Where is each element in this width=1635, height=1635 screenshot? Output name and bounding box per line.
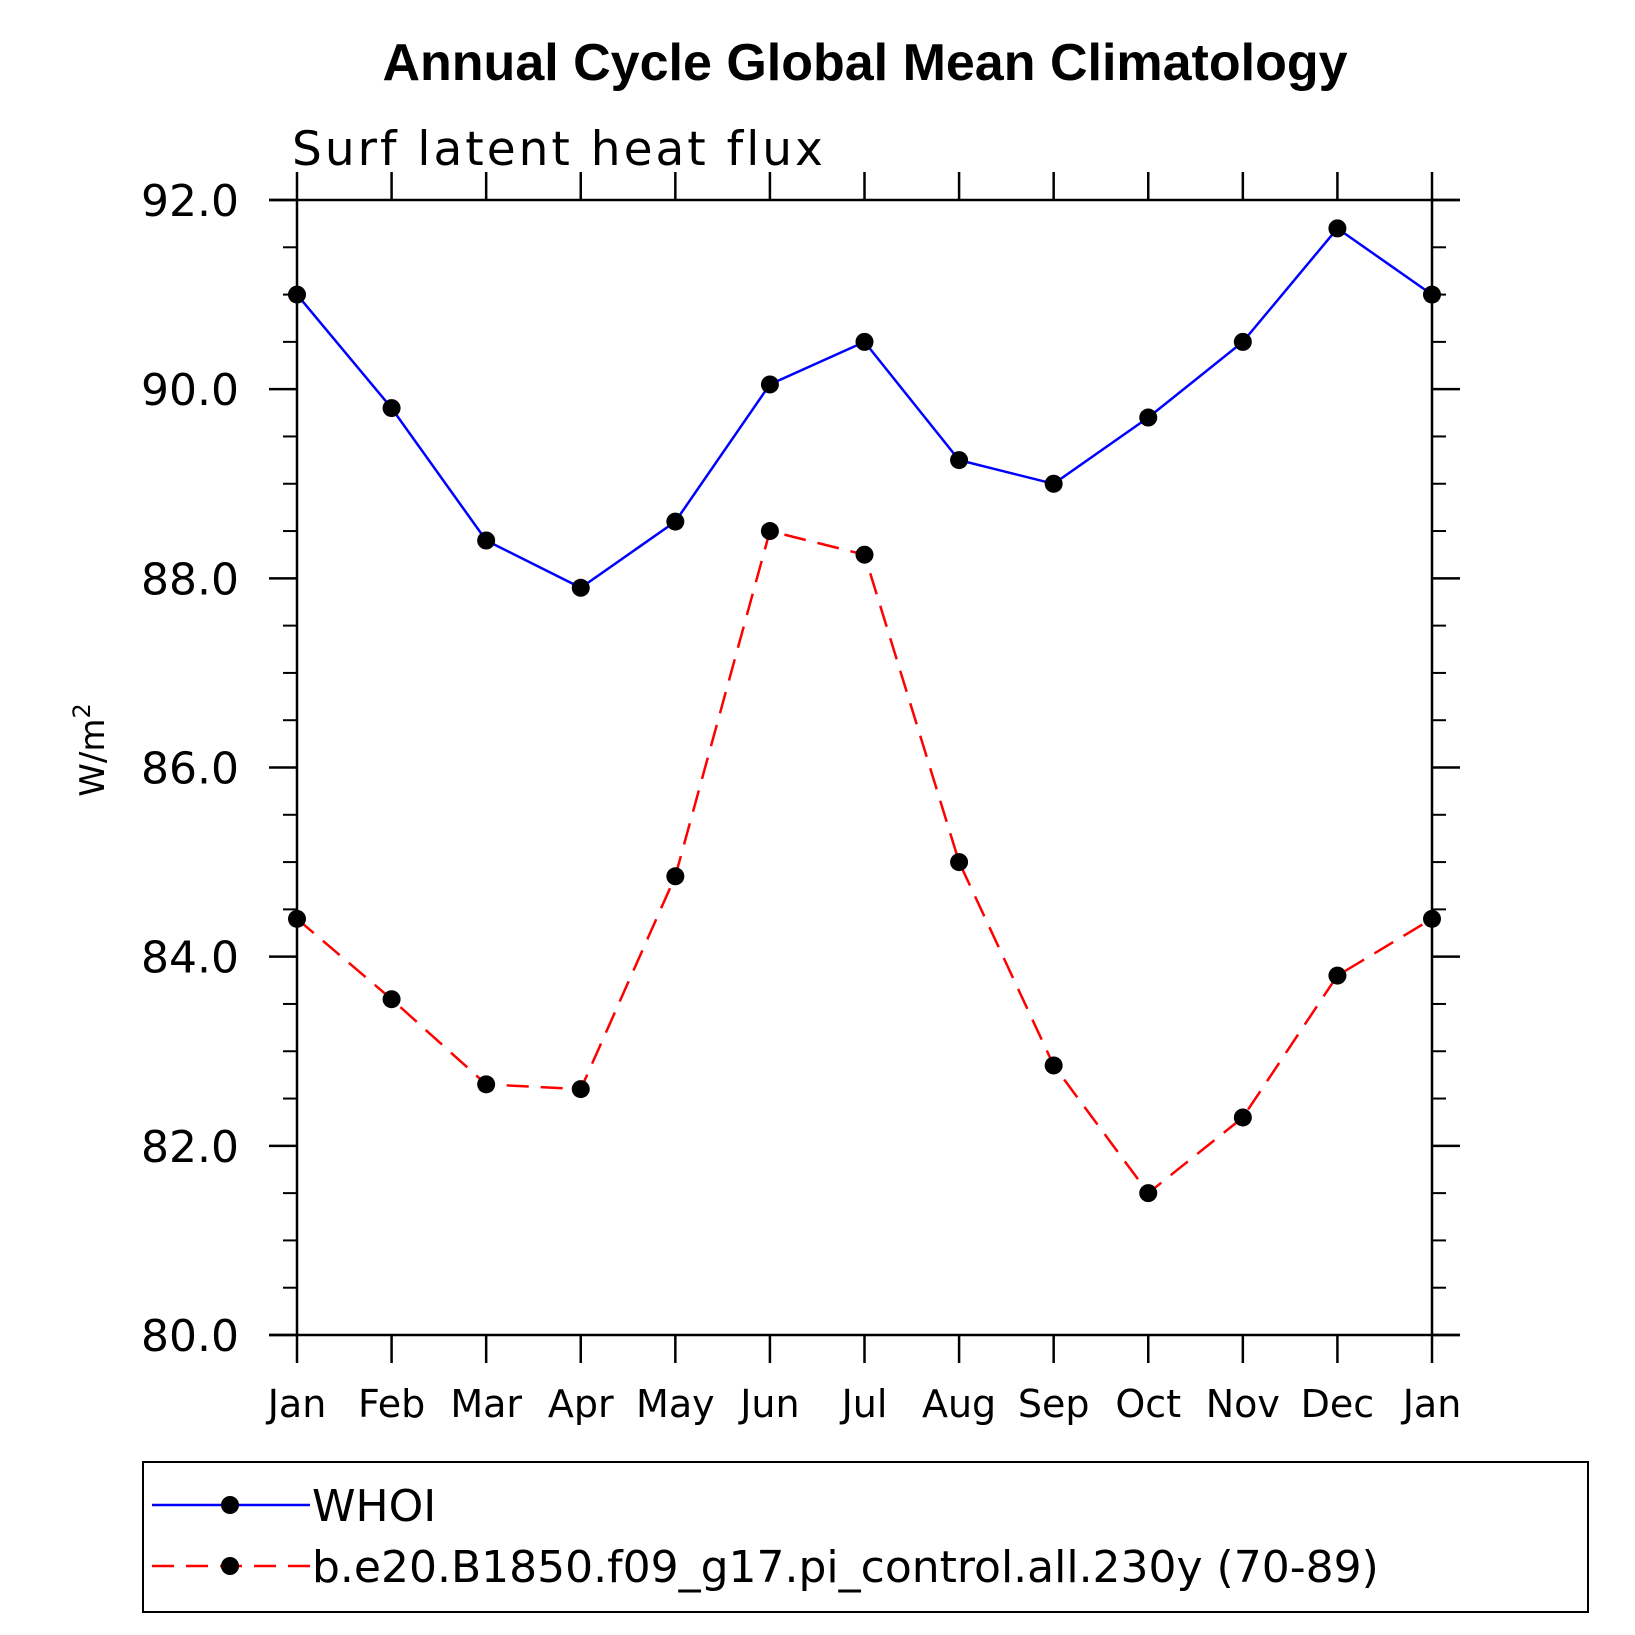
legend-label-1: WHOI: [312, 1481, 436, 1532]
series-1-point: [666, 512, 685, 531]
x-tick-label: Jan: [266, 1382, 327, 1426]
chart-subtitle: Surf latent heat flux: [292, 122, 826, 177]
legend-marker-2: [221, 1557, 239, 1575]
series-1-point: [1328, 219, 1347, 238]
chart-title: Annual Cycle Global Mean Climatology: [382, 34, 1347, 92]
series-1-point: [1423, 285, 1441, 304]
series-1-point: [571, 578, 590, 597]
series-1-point: [288, 285, 306, 304]
series-layer: [288, 219, 1441, 1203]
series-1-point: [855, 332, 874, 351]
y-tick-label: 88.0: [141, 554, 239, 605]
series-2-point: [1423, 909, 1441, 928]
x-tick-label: Feb: [358, 1382, 425, 1426]
axes: Jan Feb Mar Apr May Jun Jul Aug Sep Oct Nov Dec Jan 8…: [141, 172, 1461, 1426]
series-2-point: [666, 867, 685, 886]
y-axis-label-superscript: 2: [68, 703, 96, 718]
series-2-point: [1233, 1108, 1252, 1127]
series-line-1: [296, 226, 1433, 590]
legend-box: [142, 1461, 1589, 1613]
legend: WHOI b.e20.B1850.f09_g17.pi_control.all.2…: [142, 1461, 1589, 1613]
series-1-point: [950, 451, 969, 470]
x-tick-label: Mar: [450, 1382, 522, 1426]
series-2-point: [382, 990, 401, 1009]
x-tick-label: Sep: [1018, 1382, 1090, 1426]
series-2-point: [288, 909, 306, 928]
x-tick-label: Jun: [738, 1382, 799, 1426]
series-1-point: [760, 375, 779, 394]
series-2-point: [855, 545, 874, 564]
x-tick-label: Jan: [1401, 1382, 1462, 1426]
x-tick-label: Apr: [548, 1382, 614, 1426]
series-2-point: [1044, 1056, 1063, 1075]
x-tick-label: Oct: [1115, 1382, 1181, 1426]
y-axis-label: W/m2: [68, 703, 113, 796]
y-tick-label: 80.0: [141, 1311, 239, 1362]
legend-marker-1: [221, 1496, 239, 1514]
series-2-point: [1139, 1184, 1158, 1203]
legend-items: WHOI b.e20.B1850.f09_g17.pi_control.all.2…: [152, 1481, 1379, 1593]
series-1-point: [1044, 474, 1063, 493]
x-tick-label: Aug: [922, 1382, 996, 1426]
x-tick-label: Dec: [1301, 1382, 1375, 1426]
series-1-point: [1139, 408, 1158, 427]
series-2-point: [1328, 966, 1347, 985]
x-tick-label: May: [636, 1382, 715, 1426]
x-tick-label: Nov: [1206, 1382, 1280, 1426]
series-2-point: [950, 853, 969, 872]
y-tick-label: 90.0: [141, 365, 239, 416]
y-axis-label-text: W/m: [73, 719, 113, 797]
series-1-point: [1233, 332, 1252, 351]
series-line-2: [296, 529, 1433, 1195]
series-1-point: [382, 399, 401, 418]
x-tick-label: Jul: [840, 1382, 888, 1426]
series-2-point: [477, 1075, 496, 1094]
series-2-point: [760, 522, 779, 541]
y-tick-label: 84.0: [141, 933, 239, 984]
legend-label-2: b.e20.B1850.f09_g17.pi_control.all.230y …: [312, 1542, 1379, 1593]
y-tick-label: 92.0: [141, 176, 239, 227]
y-tick-label: 86.0: [141, 744, 239, 795]
series-1-point: [477, 531, 496, 550]
y-tick-label: 82.0: [141, 1122, 239, 1173]
series-2-point: [571, 1080, 590, 1099]
